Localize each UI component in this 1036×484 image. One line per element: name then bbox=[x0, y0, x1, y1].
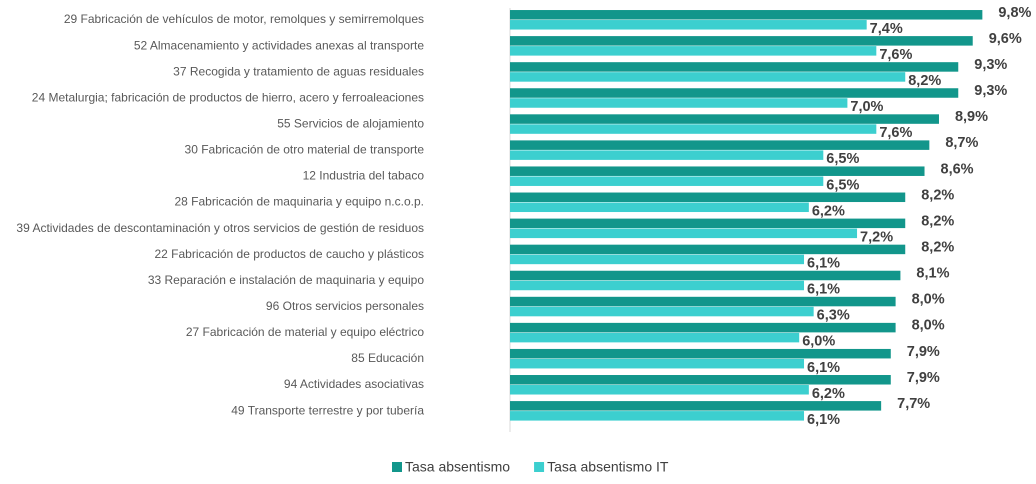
value-label: 6,1% bbox=[807, 282, 840, 298]
bar bbox=[510, 385, 809, 395]
legend-swatch bbox=[534, 462, 545, 472]
bar bbox=[510, 150, 824, 160]
legend-label: Tasa absentismo IT bbox=[547, 459, 669, 475]
value-label: 6,1% bbox=[807, 360, 840, 376]
y-tick-label: 22 Fabricación de productos de caucho y … bbox=[155, 247, 425, 261]
value-label: 8,7% bbox=[945, 135, 978, 151]
bar bbox=[510, 332, 800, 343]
value-label: 8,0% bbox=[912, 292, 945, 308]
bar bbox=[510, 46, 877, 56]
bar bbox=[510, 114, 939, 124]
value-label: 6,5% bbox=[826, 177, 859, 193]
value-label: 8,1% bbox=[916, 266, 949, 282]
value-label: 7,0% bbox=[850, 99, 883, 115]
value-label: 8,2% bbox=[921, 187, 954, 203]
y-tick-label: 96 Otros servicios personales bbox=[266, 299, 424, 313]
bar bbox=[510, 375, 891, 385]
value-label: 7,2% bbox=[860, 229, 893, 245]
bar bbox=[510, 176, 824, 186]
bar bbox=[510, 98, 848, 108]
value-label: 7,6% bbox=[879, 47, 912, 63]
bar bbox=[510, 348, 891, 359]
value-label: 7,9% bbox=[907, 344, 940, 360]
bar bbox=[510, 411, 805, 421]
bar bbox=[510, 166, 925, 176]
value-label: 6,1% bbox=[807, 412, 840, 428]
bar bbox=[510, 62, 959, 72]
y-tick-label: 39 Actividades de descontaminación y otr… bbox=[16, 221, 424, 235]
y-tick-label: 85 Educación bbox=[351, 351, 424, 365]
bar bbox=[510, 20, 867, 30]
y-tick-label: 33 Reparación e instalación de maquinari… bbox=[148, 273, 425, 287]
bar bbox=[510, 401, 882, 411]
y-tick-label: 94 Actividades asociativas bbox=[284, 377, 424, 391]
value-label: 8,2% bbox=[908, 73, 941, 89]
value-label: 6,1% bbox=[807, 255, 840, 271]
value-label: 6,3% bbox=[817, 308, 850, 324]
bar bbox=[510, 124, 877, 134]
y-tick-label: 52 Almacenamiento y actividades anexas a… bbox=[134, 38, 424, 52]
y-tick-label: 12 Industria del tabaco bbox=[303, 169, 425, 183]
bar bbox=[510, 280, 805, 291]
bar bbox=[510, 218, 906, 229]
value-label: 6,5% bbox=[826, 151, 859, 167]
bar bbox=[510, 270, 901, 281]
bar bbox=[510, 358, 805, 369]
value-label: 6,0% bbox=[802, 334, 835, 350]
value-label: 9,6% bbox=[989, 31, 1022, 47]
value-label: 7,6% bbox=[879, 125, 912, 141]
bar bbox=[510, 296, 896, 307]
y-tick-label: 49 Transporte terrestre y por tubería bbox=[231, 403, 424, 417]
value-label: 8,2% bbox=[921, 239, 954, 255]
bar bbox=[510, 202, 809, 213]
bar bbox=[510, 192, 906, 203]
value-label: 8,0% bbox=[912, 318, 945, 334]
y-tick-label: 37 Recogida y tratamiento de aguas resid… bbox=[173, 64, 424, 78]
bar bbox=[510, 140, 930, 150]
value-label: 6,2% bbox=[812, 386, 845, 402]
value-label: 9,8% bbox=[998, 5, 1031, 21]
y-tick-label: 28 Fabricación de maquinaria y equipo n.… bbox=[175, 195, 425, 209]
value-label: 9,3% bbox=[974, 57, 1007, 73]
bar bbox=[510, 254, 805, 265]
y-tick-label: 55 Servicios de alojamiento bbox=[277, 116, 424, 130]
bar bbox=[510, 244, 906, 255]
value-label: 9,3% bbox=[974, 83, 1007, 99]
y-tick-label: 30 Fabricación de otro material de trans… bbox=[185, 143, 425, 157]
bar bbox=[510, 306, 814, 317]
legend-swatch bbox=[392, 462, 402, 472]
bar bbox=[510, 322, 896, 333]
bar bbox=[510, 72, 906, 82]
bar bbox=[510, 88, 959, 98]
value-label: 6,2% bbox=[812, 203, 845, 219]
value-label: 7,9% bbox=[907, 370, 940, 386]
value-label: 7,7% bbox=[897, 396, 930, 412]
value-label: 8,6% bbox=[941, 161, 974, 177]
y-tick-label: 29 Fabricación de vehículos de motor, re… bbox=[64, 12, 424, 26]
value-label: 7,4% bbox=[870, 21, 903, 37]
bar bbox=[510, 228, 858, 239]
bar bbox=[510, 36, 973, 46]
value-label: 8,9% bbox=[955, 109, 988, 125]
y-tick-label: 24 Metalurgia; fabricación de productos … bbox=[32, 90, 424, 104]
y-tick-label: 27 Fabricación de material y equipo eléc… bbox=[186, 325, 424, 339]
value-label: 8,2% bbox=[921, 213, 954, 229]
legend-label: Tasa absentismo bbox=[405, 459, 510, 475]
bar bbox=[510, 10, 983, 20]
